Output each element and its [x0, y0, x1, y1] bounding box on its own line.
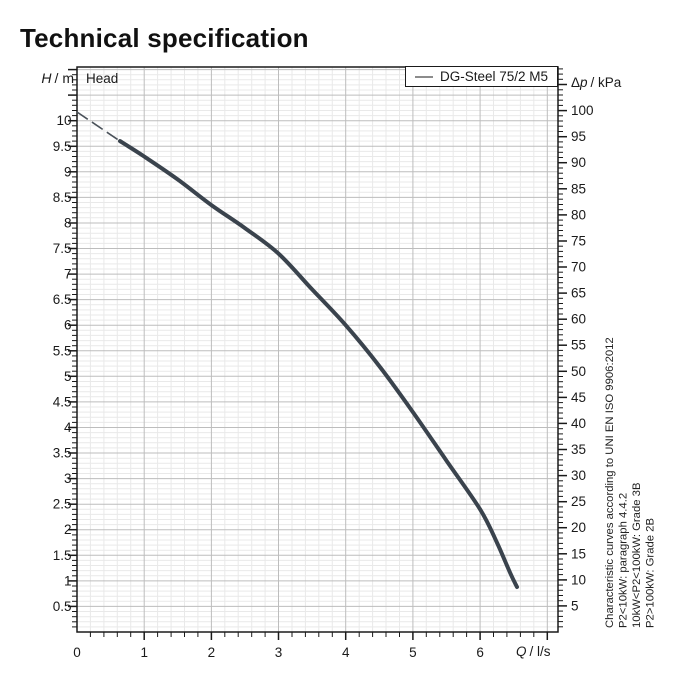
x-axis-label: Q / l/s [516, 644, 551, 659]
svg-text:15: 15 [571, 546, 586, 561]
side-note: Characteristic curves according to UNI E… [604, 337, 616, 628]
svg-text:0: 0 [73, 645, 81, 660]
svg-text:4: 4 [64, 420, 72, 435]
side-note: P2>100kW: Grade 2B [645, 518, 657, 628]
x-axis-unit: / l/s [529, 644, 551, 659]
series-line-icon [415, 75, 433, 78]
svg-text:3.5: 3.5 [53, 446, 72, 461]
x-axis-quantity: Q [516, 644, 527, 659]
svg-text:80: 80 [571, 207, 586, 222]
curve-lead-in-dashed [76, 111, 121, 142]
x-tick-labels: 0 1 2 3 4 5 6 [73, 645, 484, 660]
legend: DG-Steel 75/2 M5 [405, 66, 558, 87]
svg-text:95: 95 [571, 129, 586, 144]
svg-text:3: 3 [64, 471, 72, 486]
svg-text:4.5: 4.5 [53, 394, 72, 409]
side-note: 10kW<P2<100kW: Grade 3B [631, 483, 643, 628]
svg-text:0.5: 0.5 [53, 599, 72, 614]
svg-text:70: 70 [571, 260, 586, 275]
svg-text:6.5: 6.5 [53, 292, 72, 307]
svg-text:90: 90 [571, 155, 586, 170]
side-note: P2<10kW: paragraph 4.4.2 [618, 493, 630, 628]
svg-text:2: 2 [208, 645, 216, 660]
svg-text:9: 9 [64, 164, 72, 179]
left-axis-unit: / m [54, 70, 74, 86]
axis-ticks [68, 68, 567, 640]
svg-text:2: 2 [64, 522, 72, 537]
svg-text:8: 8 [64, 216, 72, 231]
left-axis-label: H / m [32, 70, 74, 86]
left-axis-quantity: H [41, 70, 52, 86]
right-axis-label: Δp / kPa [571, 75, 621, 90]
svg-text:9.5: 9.5 [53, 139, 72, 154]
svg-text:25: 25 [571, 494, 586, 509]
svg-text:20: 20 [571, 520, 586, 535]
right-axis-delta: Δ [571, 75, 581, 90]
svg-text:10: 10 [571, 572, 586, 587]
svg-text:2.5: 2.5 [53, 497, 72, 512]
grid-minor [77, 67, 558, 632]
svg-text:55: 55 [571, 338, 586, 353]
svg-text:7: 7 [64, 267, 72, 282]
svg-text:3: 3 [275, 645, 283, 660]
svg-text:35: 35 [571, 442, 586, 457]
svg-text:5: 5 [64, 369, 72, 384]
svg-text:5: 5 [409, 645, 417, 660]
plot-border [76, 66, 559, 633]
svg-text:7.5: 7.5 [53, 241, 72, 256]
svg-text:6: 6 [476, 645, 484, 660]
side-notes: Characteristic curves according to UNI E… [604, 337, 657, 628]
svg-text:100: 100 [571, 103, 594, 118]
pump-curve [118, 139, 519, 589]
svg-text:60: 60 [571, 312, 586, 327]
svg-text:65: 65 [571, 286, 586, 301]
svg-text:1: 1 [64, 573, 72, 588]
svg-text:45: 45 [571, 390, 586, 405]
svg-text:8.5: 8.5 [53, 190, 72, 205]
svg-text:5.5: 5.5 [53, 343, 72, 358]
svg-text:4: 4 [342, 645, 350, 660]
svg-text:10: 10 [56, 113, 71, 128]
page-title: Technical specification [20, 23, 309, 54]
chart-subtitle-head: Head [86, 71, 119, 86]
legend-series-label: DG-Steel 75/2 M5 [440, 69, 549, 84]
left-tick-labels: 0.5 1 1.5 2 2.5 3 3.5 4 4.5 5 5.5 6 6.5 7 7.5 8 8.5 9 9.5 1… [53, 113, 72, 614]
right-tick-labels: 5 10 15 20 25 30 35 40 45 50 55 60 65 70 75 80 85 90 95 100 [571, 103, 594, 613]
svg-text:1.5: 1.5 [53, 548, 72, 563]
svg-text:50: 50 [571, 364, 586, 379]
svg-text:85: 85 [571, 181, 586, 196]
right-axis-unit: / kPa [590, 75, 622, 90]
svg-text:5: 5 [571, 598, 579, 613]
svg-text:30: 30 [571, 468, 586, 483]
svg-text:75: 75 [571, 234, 586, 249]
svg-text:1: 1 [140, 645, 148, 660]
svg-text:6: 6 [64, 318, 72, 333]
right-axis-quantity: p [580, 75, 588, 90]
svg-text:40: 40 [571, 416, 586, 431]
